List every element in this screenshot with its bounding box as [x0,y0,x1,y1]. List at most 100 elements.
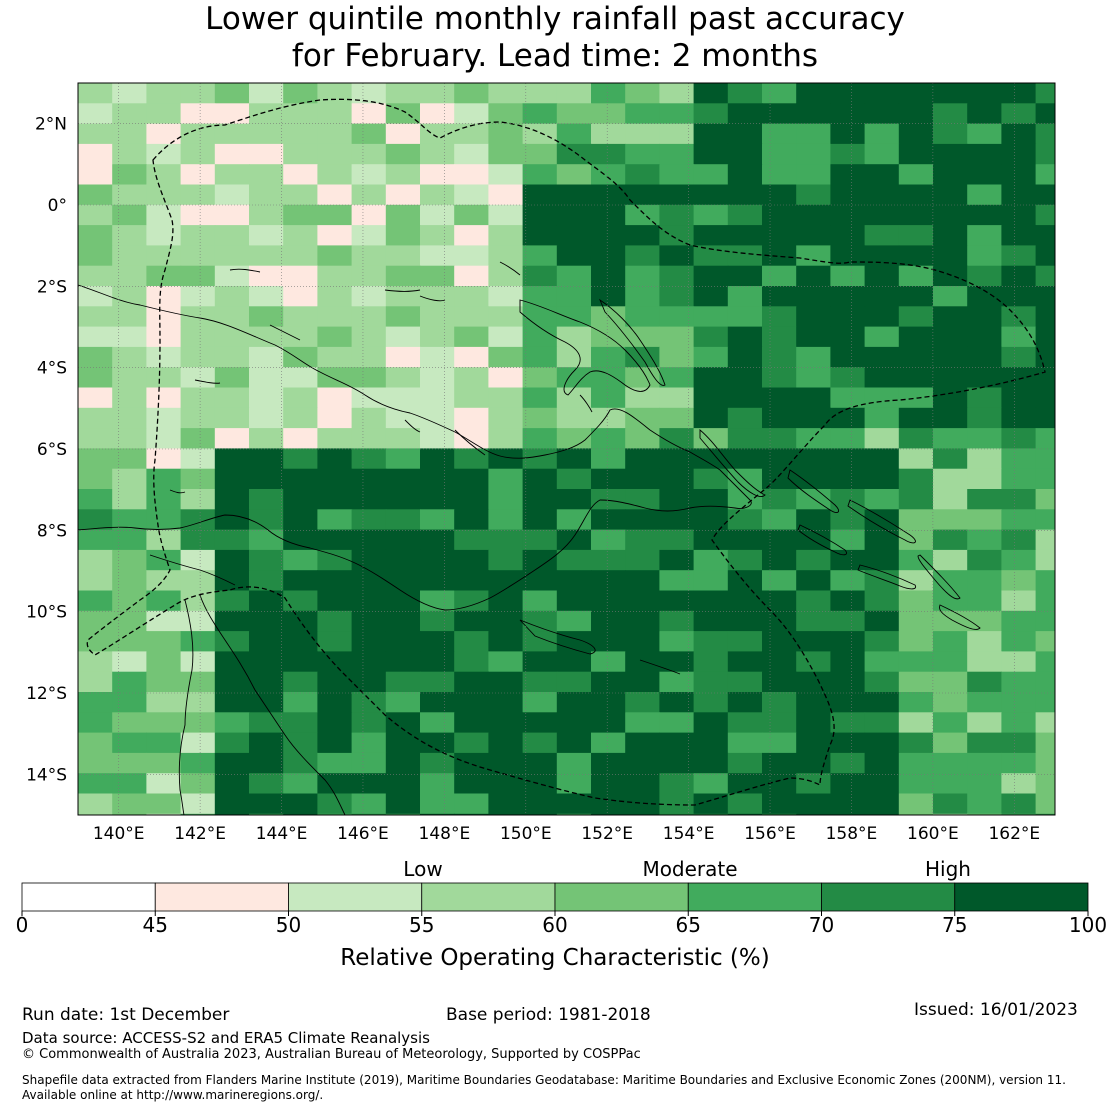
grid-cell [591,184,626,206]
grid-cell [112,590,147,612]
grid-cell [1001,123,1037,145]
data-source: Data source: ACCESS-S2 and ERA5 Climate … [22,1029,430,1047]
grid-cell [249,570,284,592]
grid-cell [146,123,182,145]
grid-cell [898,265,934,287]
grid-cell [112,306,147,328]
grid-cell [249,813,284,815]
grid-cell [864,651,900,673]
grid-cell [659,83,695,104]
grid-cell [625,489,660,510]
grid-cell [385,245,421,267]
grid-cell [78,651,113,673]
grid-cell [214,549,250,571]
grid-cell [933,529,968,551]
grid-cell [864,306,900,328]
accuracy-grid [78,83,1055,815]
grid-cell [659,123,695,145]
grid-cell [659,103,695,125]
grid-cell [762,752,797,774]
grid-cell [214,286,250,307]
grid-cell [214,509,250,531]
grid-cell [283,489,318,510]
lon-label: 142°E [174,824,226,844]
lat-label: 8°S [37,521,67,541]
grid-cell [351,793,387,815]
grid-cell [796,793,831,815]
grid-cell [351,204,387,226]
grid-cell [249,489,284,510]
grid-cell [283,265,318,287]
grid-cell [146,103,182,125]
grid-cell [796,306,831,328]
grid-cell [556,468,592,490]
grid-cell [385,813,421,815]
grid-cell [214,306,250,328]
grid-cell [146,428,182,449]
grid-cell [898,306,934,328]
grid-cell [283,387,318,409]
grid-cell [249,793,284,815]
grid-cell [283,346,318,368]
grid-cell [180,448,216,470]
grid-cell [625,752,660,774]
grid-cell [351,813,387,815]
grid-cell [864,123,900,145]
grid-cell [727,468,763,490]
grid-cell [693,671,729,693]
grid-cell [727,590,763,612]
grid-cell [351,671,387,693]
grid-cell [146,651,182,673]
grid-cell [830,286,866,307]
grid-cell [385,509,421,531]
grid-cell [591,265,626,287]
grid-cell [351,448,387,470]
grid-cell [591,448,626,470]
grid-cell [146,590,182,612]
grid-cell [796,103,831,125]
grid-cell [214,610,250,632]
grid-cell [351,590,387,612]
grid-cell [317,570,353,592]
colorbar-tick-label: 55 [409,913,434,937]
grid-cell [1035,489,1055,510]
grid-cell [1035,671,1055,693]
grid-cell [522,143,558,165]
grid-cell [967,752,1002,774]
grid-cell [454,448,489,470]
grid-cell [625,813,660,815]
grid-cell [522,631,558,652]
grid-cell [112,610,147,632]
grid-cell [1035,752,1055,774]
lon-label: 162°E [988,824,1040,844]
grid-cell [659,692,695,713]
grid-cell [488,346,524,368]
grid-cell [454,651,489,673]
grid-cell [591,549,626,571]
grid-cell [898,428,934,449]
grid-cell [488,529,524,551]
grid-cell [933,326,968,348]
grid-cell [659,448,695,470]
grid-cell [727,509,763,531]
grid-cell [522,570,558,592]
grid-cell [659,509,695,531]
grid-cell [864,204,900,226]
grid-cell [180,590,216,612]
grid-cell [78,631,113,652]
grid-cell [1035,448,1055,470]
grid-cell [693,387,729,409]
grid-cell [556,489,592,510]
grid-cell [556,184,592,206]
grid-cell [317,468,353,490]
grid-cell [659,529,695,551]
grid-cell [830,529,866,551]
grid-cell [78,610,113,632]
grid-cell [317,529,353,551]
grid-cell [1001,752,1037,774]
grid-cell [659,265,695,287]
grid-cell [283,468,318,490]
grid-cell [659,387,695,409]
grid-cell [762,428,797,449]
grid-cell [1001,590,1037,612]
